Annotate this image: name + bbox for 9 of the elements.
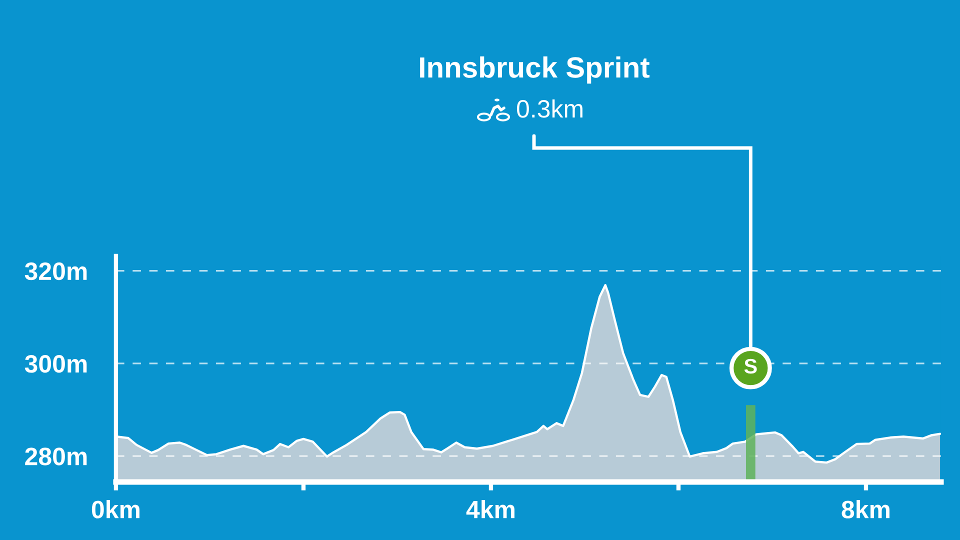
y-tick-label: 300m [24,355,87,373]
y-tick-label: 320m [24,262,87,280]
chart-title: Innsbruck Sprint [420,56,650,84]
y-tick-label: 280m [25,448,87,466]
x-tick-label: 0km [92,500,140,518]
annotation: S [744,358,757,374]
chart-subtitle: 0.3km [516,99,582,118]
x-tick-label: 4km [466,500,514,518]
x-tick-label: 8km [842,500,890,518]
